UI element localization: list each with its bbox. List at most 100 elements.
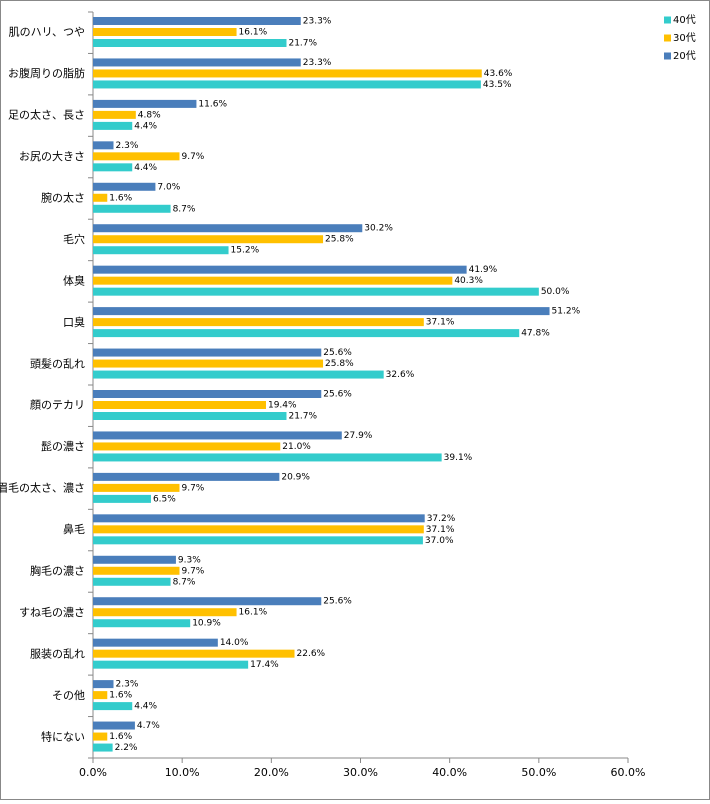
value-label: 25.6% <box>323 597 352 607</box>
bar <box>93 514 425 523</box>
value-label: 25.6% <box>323 390 352 400</box>
bar <box>93 359 324 368</box>
value-label: 1.6% <box>109 732 132 742</box>
category-label: その他 <box>52 689 85 702</box>
bar <box>93 163 133 172</box>
legend-swatch <box>664 34 671 42</box>
bar <box>93 246 229 255</box>
value-label: 8.7% <box>173 204 196 214</box>
value-label: 4.4% <box>134 702 157 712</box>
value-label: 4.4% <box>134 121 157 131</box>
value-label: 2.2% <box>115 743 138 753</box>
bar <box>93 431 342 440</box>
bar <box>93 494 151 503</box>
value-label: 51.2% <box>552 307 581 317</box>
value-label: 9.3% <box>178 555 201 565</box>
bar <box>93 318 424 327</box>
value-label: 40.3% <box>454 276 483 286</box>
value-label: 16.1% <box>239 28 268 38</box>
bar <box>93 691 108 700</box>
value-label: 21.7% <box>288 412 317 422</box>
bar <box>93 276 453 285</box>
category-label: 胸毛の濃さ <box>30 564 85 578</box>
value-label: 1.6% <box>109 691 132 701</box>
bar <box>93 525 424 534</box>
category-label: 服装の乱れ <box>30 647 85 660</box>
bar <box>93 442 281 451</box>
x-tick-label: 20.0% <box>254 766 289 779</box>
bar <box>93 638 218 647</box>
bar <box>93 329 520 338</box>
x-tick-label: 30.0% <box>343 766 378 779</box>
value-label: 37.0% <box>425 536 454 546</box>
value-label: 25.8% <box>325 235 354 245</box>
bar <box>93 743 113 752</box>
value-label: 4.4% <box>134 163 157 173</box>
value-label: 47.8% <box>521 329 550 339</box>
bar <box>93 619 191 628</box>
value-label: 8.7% <box>173 577 196 587</box>
bar <box>93 182 156 191</box>
x-tick-label: 40.0% <box>432 766 467 779</box>
bar <box>93 28 237 36</box>
bar <box>93 265 467 274</box>
bar <box>93 680 114 689</box>
bar <box>93 472 280 481</box>
category-label: 毛穴 <box>63 232 85 246</box>
bar <box>93 721 135 730</box>
value-label: 2.3% <box>116 141 139 151</box>
legend-swatch <box>664 52 671 60</box>
legend-label: 20代 <box>673 50 696 62</box>
bar <box>93 80 481 89</box>
bar <box>93 141 114 150</box>
value-label: 9.7% <box>181 152 204 162</box>
bar <box>93 401 266 409</box>
bar <box>93 152 180 161</box>
value-label: 4.8% <box>138 110 161 120</box>
value-label: 6.5% <box>153 494 176 504</box>
value-label: 9.7% <box>181 566 204 576</box>
bar <box>93 307 550 316</box>
category-label: 足の太さ、長さ <box>8 109 85 122</box>
bar <box>93 110 136 119</box>
category-label: 眉毛の太さ、濃さ <box>0 481 85 495</box>
category-label: 髭の濃さ <box>41 439 85 453</box>
value-label: 9.7% <box>181 483 204 493</box>
bar <box>93 69 482 78</box>
value-label: 10.9% <box>192 619 221 629</box>
x-tick-label: 0.0% <box>79 766 107 779</box>
category-label: 肌のハリ、つや <box>9 26 85 39</box>
value-label: 37.1% <box>426 525 455 535</box>
value-label: 21.7% <box>288 39 317 49</box>
bar <box>93 235 324 244</box>
bar <box>93 649 295 658</box>
category-label: 頭髪の乱れ <box>30 356 85 370</box>
value-label: 37.2% <box>427 514 456 524</box>
value-label: 4.7% <box>137 721 160 731</box>
value-label: 43.6% <box>484 69 513 79</box>
bar <box>93 204 171 213</box>
value-label: 14.0% <box>220 638 249 648</box>
bar <box>93 577 171 586</box>
category-label: すね毛の濃さ <box>19 605 85 619</box>
category-label: 特にない <box>41 729 85 743</box>
bar <box>93 17 301 25</box>
bar <box>93 566 180 575</box>
value-label: 21.0% <box>282 442 311 452</box>
bar <box>93 660 249 669</box>
bar <box>93 193 108 202</box>
bar <box>93 348 322 357</box>
value-label: 1.6% <box>109 193 132 203</box>
bar <box>93 536 423 545</box>
bar <box>93 608 237 617</box>
bar <box>93 390 322 398</box>
value-label: 16.1% <box>239 608 268 618</box>
x-tick-label: 60.0% <box>611 766 646 779</box>
bar <box>93 121 133 130</box>
legend-swatch <box>664 16 671 24</box>
value-label: 43.5% <box>483 80 512 90</box>
bar <box>93 287 539 296</box>
category-label: 口臭 <box>63 315 85 329</box>
value-label: 23.3% <box>303 58 332 68</box>
